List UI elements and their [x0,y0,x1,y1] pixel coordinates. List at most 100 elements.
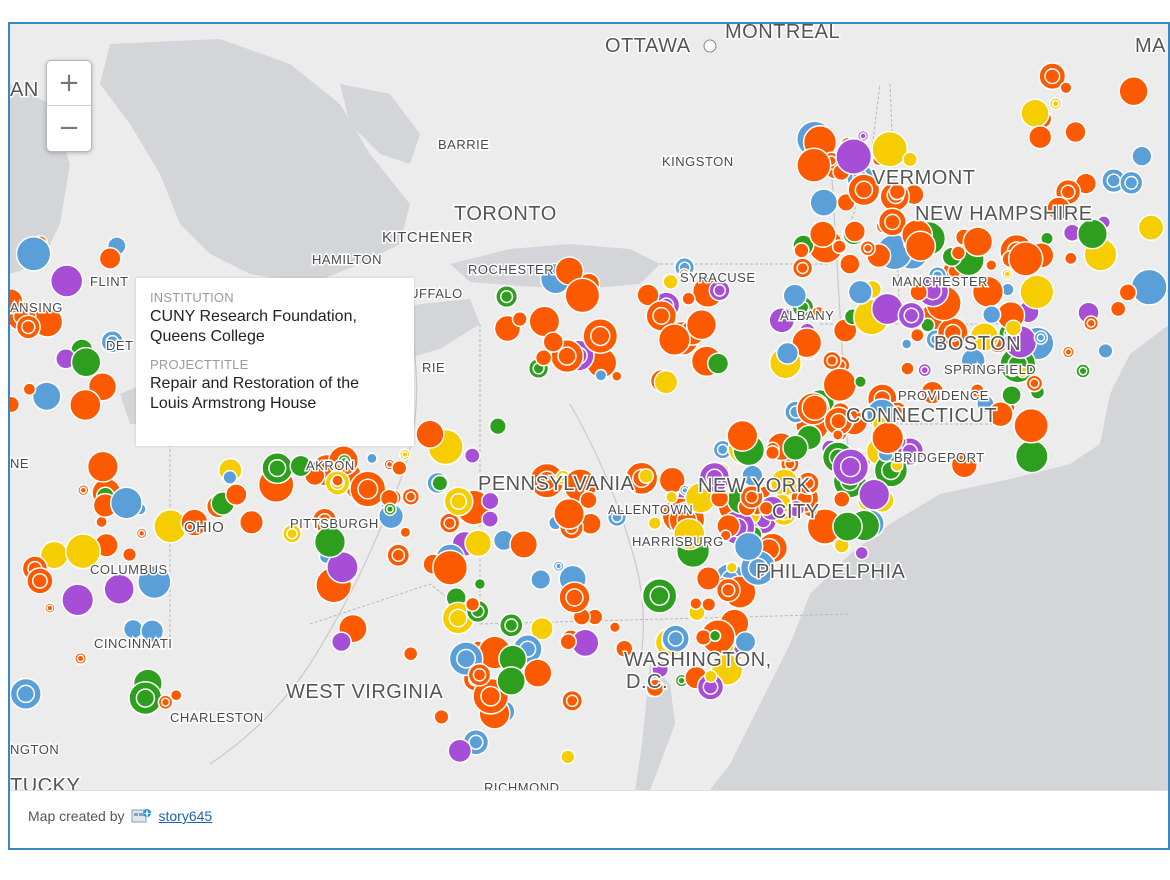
project-marker[interactable] [611,370,623,383]
project-marker[interactable] [808,220,837,249]
project-marker[interactable] [261,452,294,485]
project-marker[interactable] [796,147,832,183]
project-marker[interactable] [1109,300,1127,318]
project-marker[interactable] [386,543,411,568]
project-marker[interactable] [801,394,829,422]
project-marker[interactable] [86,450,119,483]
project-marker[interactable] [480,491,500,511]
project-marker[interactable] [689,596,703,611]
project-marker[interactable] [809,188,839,217]
project-marker[interactable] [726,419,759,452]
project-marker[interactable] [1061,345,1075,359]
project-marker[interactable] [843,220,867,243]
project-marker[interactable] [415,419,445,449]
project-marker[interactable] [1063,251,1078,266]
project-marker[interactable] [831,448,870,486]
project-marker[interactable] [560,749,576,765]
project-marker[interactable] [708,629,722,643]
project-marker[interactable] [69,388,102,422]
project-marker[interactable] [22,382,37,397]
map-svg[interactable]: OTTAWA MONTREAL MA AN BARRIE KINGSTON VE… [10,24,1170,790]
project-marker[interactable] [98,246,122,270]
project-marker[interactable] [831,239,847,255]
project-marker[interactable] [530,568,552,591]
project-marker[interactable] [140,619,165,644]
project-marker[interactable] [673,517,706,551]
project-marker[interactable] [782,283,808,308]
project-marker[interactable] [70,346,102,378]
project-marker[interactable] [695,566,721,591]
project-marker[interactable] [641,577,678,614]
project-marker[interactable] [313,525,347,559]
project-marker[interactable] [64,533,102,570]
project-marker[interactable] [985,259,998,272]
project-marker[interactable] [902,151,919,168]
project-marker[interactable] [15,314,41,340]
project-marker[interactable] [594,368,608,382]
project-marker[interactable] [897,301,926,330]
project-marker[interactable] [499,613,524,638]
project-marker[interactable] [920,380,945,405]
project-marker[interactable] [709,488,730,509]
project-marker[interactable] [383,502,397,517]
project-marker[interactable] [775,341,800,365]
project-marker[interactable] [467,662,492,687]
project-marker[interactable] [74,651,88,666]
project-marker[interactable] [1016,366,1029,379]
project-marker[interactable] [366,452,378,465]
project-marker[interactable] [224,483,248,506]
project-marker[interactable] [822,367,858,402]
project-marker[interactable] [1014,439,1049,474]
project-marker[interactable] [847,279,873,305]
project-marker[interactable] [1119,170,1144,195]
project-marker[interactable] [95,515,108,529]
project-marker[interactable] [31,381,62,412]
project-marker[interactable] [1013,407,1050,444]
project-marker[interactable] [685,309,718,341]
project-marker[interactable] [871,421,905,455]
project-marker[interactable] [509,530,539,559]
project-marker[interactable] [662,273,679,290]
project-marker[interactable] [495,285,519,309]
project-marker[interactable] [708,279,731,302]
project-marker[interactable] [433,708,450,725]
project-marker[interactable] [10,287,24,315]
project-marker[interactable] [888,182,906,201]
project-marker[interactable] [530,616,554,641]
project-marker[interactable] [463,447,481,464]
marker-layer[interactable] [10,62,1168,765]
project-marker[interactable] [1046,196,1071,221]
project-marker[interactable] [725,561,738,574]
project-marker[interactable] [853,375,868,389]
project-marker[interactable] [969,322,1000,352]
project-marker[interactable] [608,621,621,634]
project-marker[interactable] [1019,274,1055,310]
project-marker[interactable] [1033,330,1049,345]
project-marker[interactable] [238,509,265,535]
project-marker[interactable] [900,361,915,376]
project-marker[interactable] [77,484,90,497]
project-marker[interactable] [694,628,712,646]
project-marker[interactable] [982,304,1002,325]
project-marker[interactable] [1130,268,1168,306]
project-marker[interactable] [432,549,469,586]
project-marker[interactable] [496,666,527,696]
project-marker[interactable] [900,338,913,350]
project-marker[interactable] [1118,76,1149,107]
project-marker[interactable] [1028,125,1053,150]
project-marker[interactable] [1020,98,1050,129]
project-marker[interactable] [833,490,851,508]
project-marker[interactable] [858,478,891,511]
project-marker[interactable] [137,564,172,600]
project-marker[interactable] [782,434,809,462]
project-marker[interactable] [15,235,52,272]
project-marker[interactable] [10,677,42,711]
project-marker[interactable] [1038,62,1067,91]
project-marker[interactable] [739,485,764,510]
project-marker[interactable] [960,347,986,374]
project-marker[interactable] [559,633,577,651]
zoom-out-button[interactable]: − [47,105,91,150]
project-marker[interactable] [523,658,553,688]
project-marker[interactable] [606,507,628,528]
project-marker[interactable] [615,639,634,658]
